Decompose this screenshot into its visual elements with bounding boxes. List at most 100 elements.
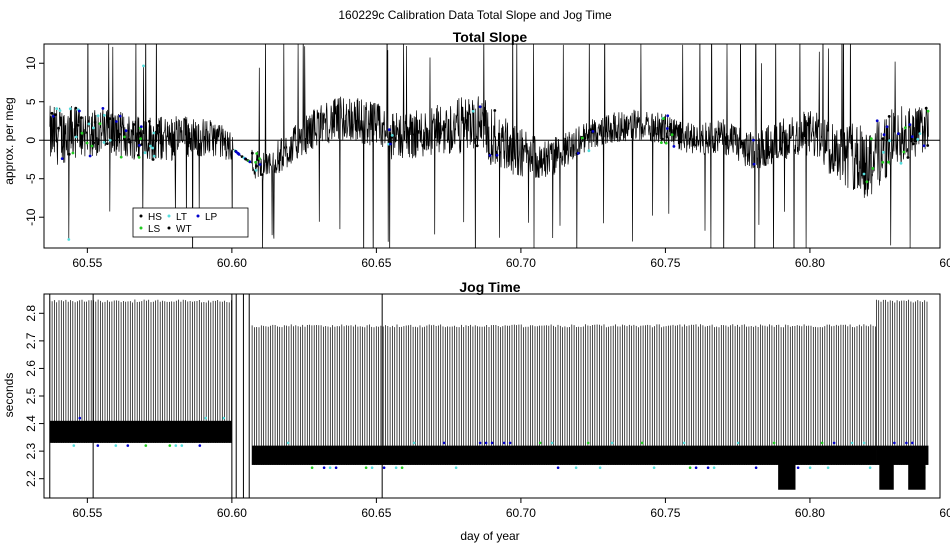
jog-time-point (538, 441, 542, 445)
total-slope-y-tick-label: 10 (24, 56, 38, 70)
jog-time-band (252, 445, 877, 465)
total-slope-y-tick-label: -5 (24, 173, 38, 184)
jog-time-y-tick-label: 2.2 (24, 470, 38, 487)
jog-time-point (772, 441, 776, 445)
jog-time-point (550, 441, 554, 445)
jog-time-x-tick-label: 60.55 (72, 506, 102, 520)
jog-time-point (508, 441, 512, 445)
calibration-point (885, 125, 889, 129)
calibration-point (665, 135, 669, 139)
jog-time-point (96, 444, 100, 447)
calibration-point (71, 151, 75, 155)
calibration-point (124, 129, 128, 133)
total-slope-y-tick-label: 0 (24, 137, 38, 144)
calibration-point (580, 136, 584, 140)
calibration-point (115, 120, 118, 123)
calibration-point (127, 138, 130, 141)
legend-marker-lt (167, 214, 171, 218)
calibration-point (926, 144, 930, 147)
calibration-point (902, 150, 906, 154)
calibration-point (118, 132, 121, 136)
total-slope-title: Total Slope (453, 29, 528, 45)
jog-time-point (370, 466, 374, 470)
calibration-point (98, 122, 102, 126)
jog-time-point (598, 466, 602, 470)
jog-time-point (682, 441, 686, 445)
jog-time-point (586, 441, 590, 445)
calibration-point (103, 113, 106, 117)
calibration-point (882, 150, 885, 154)
calibration-point (752, 138, 755, 142)
calibration-point (493, 109, 497, 112)
calibration-point (79, 116, 83, 120)
jog-time-point (364, 466, 368, 470)
calibration-point (55, 107, 59, 110)
calibration-point (871, 167, 875, 170)
jog-time-point (905, 441, 908, 445)
jog-time-point (382, 466, 386, 470)
calibration-point (152, 154, 156, 158)
calibration-point (471, 109, 475, 113)
total-slope-x-tick-label: 60.75 (650, 256, 680, 270)
calibration-point (475, 144, 479, 148)
total-slope-series-line (49, 44, 929, 248)
calibration-point (888, 139, 891, 143)
calibration-point (904, 126, 907, 130)
jog-time-point (640, 441, 644, 445)
legend-label-lp: LP (205, 212, 218, 223)
calibration-point (108, 138, 112, 142)
jog-time-point (736, 441, 740, 445)
legend-label-ls: LS (148, 224, 161, 235)
calibration-point (151, 146, 155, 150)
calibration-point (85, 141, 89, 145)
jog-time-point (868, 466, 872, 470)
calibration-point (591, 130, 595, 133)
calibration-point (123, 135, 126, 139)
calibration-point (50, 111, 54, 115)
calibration-point (128, 140, 132, 144)
calibration-point (67, 238, 71, 241)
calibration-point (862, 172, 866, 176)
jog-time-point (478, 441, 482, 445)
calibration-point (664, 141, 668, 145)
jog-time-spikes (251, 324, 876, 465)
jog-time-point (502, 441, 506, 445)
calibration-point (244, 157, 248, 161)
legend-entry-ls: LS (139, 224, 161, 235)
jog-time-point (688, 466, 692, 470)
calibration-point (92, 126, 95, 130)
calibration-point (102, 141, 106, 144)
calibration-point (254, 160, 257, 164)
calibration-point (137, 156, 141, 159)
calibration-point (589, 128, 593, 132)
calibration-point (74, 106, 78, 110)
calibration-point (875, 119, 879, 123)
total-slope-x-tick-label: 60.65 (361, 256, 391, 270)
jog-time-point (694, 466, 698, 470)
jog-time-y-tick-label: 2.6 (24, 360, 38, 377)
calibration-point (118, 114, 122, 118)
jog-time-marks (49, 294, 929, 498)
calibration-point (897, 132, 900, 136)
jog-time-point (144, 444, 148, 447)
calibration-point (869, 137, 873, 141)
legend-label-wt: WT (176, 224, 192, 235)
calibration-point (899, 161, 903, 165)
calibration-point (87, 122, 91, 126)
jog-time-y-tick-label: 2.3 (24, 442, 38, 459)
jog-time-x-tick-label: 60.70 (506, 506, 536, 520)
calibration-point (255, 164, 258, 168)
jog-time-point (168, 444, 172, 447)
calibration-point (74, 135, 78, 139)
calibration-point (138, 131, 142, 135)
jog-time-point (454, 466, 458, 470)
jog-time-point (222, 416, 226, 420)
calibration-point (132, 123, 136, 126)
calibration-point (478, 105, 482, 109)
calibration-point (58, 109, 62, 112)
legend-marker-ls (139, 226, 143, 230)
legend-marker-hs (139, 214, 143, 218)
jog-time-point (911, 441, 914, 445)
calibration-point (910, 135, 914, 139)
